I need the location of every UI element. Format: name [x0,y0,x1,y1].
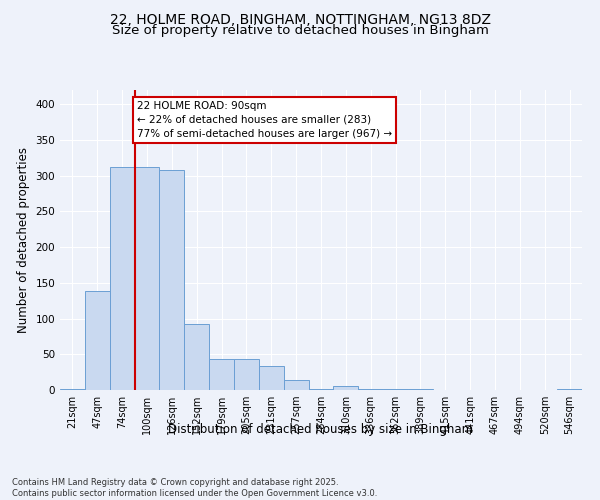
Bar [85,292,110,390]
Bar [209,358,234,390]
Text: 22, HOLME ROAD, BINGHAM, NOTTINGHAM, NG13 8DZ: 22, HOLME ROAD, BINGHAM, NOTTINGHAM, NG1… [110,12,491,26]
Bar [259,366,284,390]
Bar [184,324,209,390]
Bar [134,167,160,390]
Bar [557,388,582,390]
Bar [234,358,259,390]
Text: 22 HOLME ROAD: 90sqm
← 22% of detached houses are smaller (283)
77% of semi-deta: 22 HOLME ROAD: 90sqm ← 22% of detached h… [137,100,392,138]
Bar [110,167,134,390]
Bar [308,388,334,390]
Text: Contains HM Land Registry data © Crown copyright and database right 2025.
Contai: Contains HM Land Registry data © Crown c… [12,478,377,498]
Bar [334,386,358,390]
Bar [284,380,308,390]
Text: Size of property relative to detached houses in Bingham: Size of property relative to detached ho… [112,24,488,37]
Bar [60,388,85,390]
Text: Distribution of detached houses by size in Bingham: Distribution of detached houses by size … [169,422,473,436]
Bar [160,170,184,390]
Y-axis label: Number of detached properties: Number of detached properties [17,147,30,333]
